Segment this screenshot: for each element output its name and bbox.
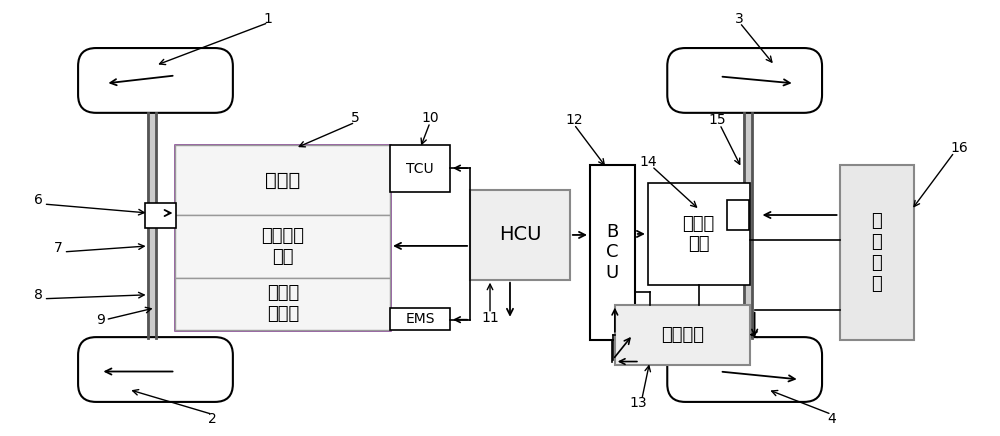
Text: 15: 15 [709,113,727,127]
Text: 2: 2 [208,412,217,426]
Text: 10: 10 [421,111,439,125]
Text: 动力电池: 动力电池 [661,326,704,344]
Bar [147,113,157,337]
Bar [175,215,390,278]
Bar [145,203,176,228]
FancyBboxPatch shape [667,48,822,113]
Text: 11: 11 [481,311,499,325]
Text: 14: 14 [639,155,657,169]
Text: 9: 9 [96,313,105,327]
Bar [175,145,390,215]
FancyBboxPatch shape [78,337,233,402]
FancyBboxPatch shape [78,48,233,113]
Bar [840,165,914,340]
Bar [390,145,450,192]
Text: 4: 4 [827,412,836,426]
Bar [615,305,750,364]
Text: 3: 3 [735,12,744,26]
Text: HCU: HCU [499,225,541,245]
Bar [175,145,390,330]
Text: 12: 12 [565,113,583,127]
Text: EMS: EMS [405,312,435,326]
Text: 16: 16 [950,141,968,155]
Text: 6: 6 [34,193,43,207]
Bar [175,278,390,330]
Text: 动力耦合
机构: 动力耦合 机构 [261,227,304,266]
Text: 13: 13 [629,396,647,410]
Bar [590,165,635,340]
Bar [390,308,450,330]
Text: 1: 1 [264,12,273,26]
Text: TCU: TCU [406,162,434,176]
FancyBboxPatch shape [667,337,822,402]
Bar [743,113,753,337]
Bar [470,190,570,280]
Text: 8: 8 [34,288,43,302]
Text: 氢燃料
电池: 氢燃料 电池 [683,215,715,253]
Text: 7: 7 [54,241,63,255]
Text: 变速器: 变速器 [265,170,300,190]
Text: 5: 5 [351,111,360,125]
Bar [648,183,750,285]
Text: 驱
动
电
机: 驱 动 电 机 [872,212,882,293]
Bar [727,200,749,230]
Text: B
C
U: B C U [606,223,619,282]
Text: 氢燃料
发动机: 氢燃料 发动机 [267,284,299,323]
